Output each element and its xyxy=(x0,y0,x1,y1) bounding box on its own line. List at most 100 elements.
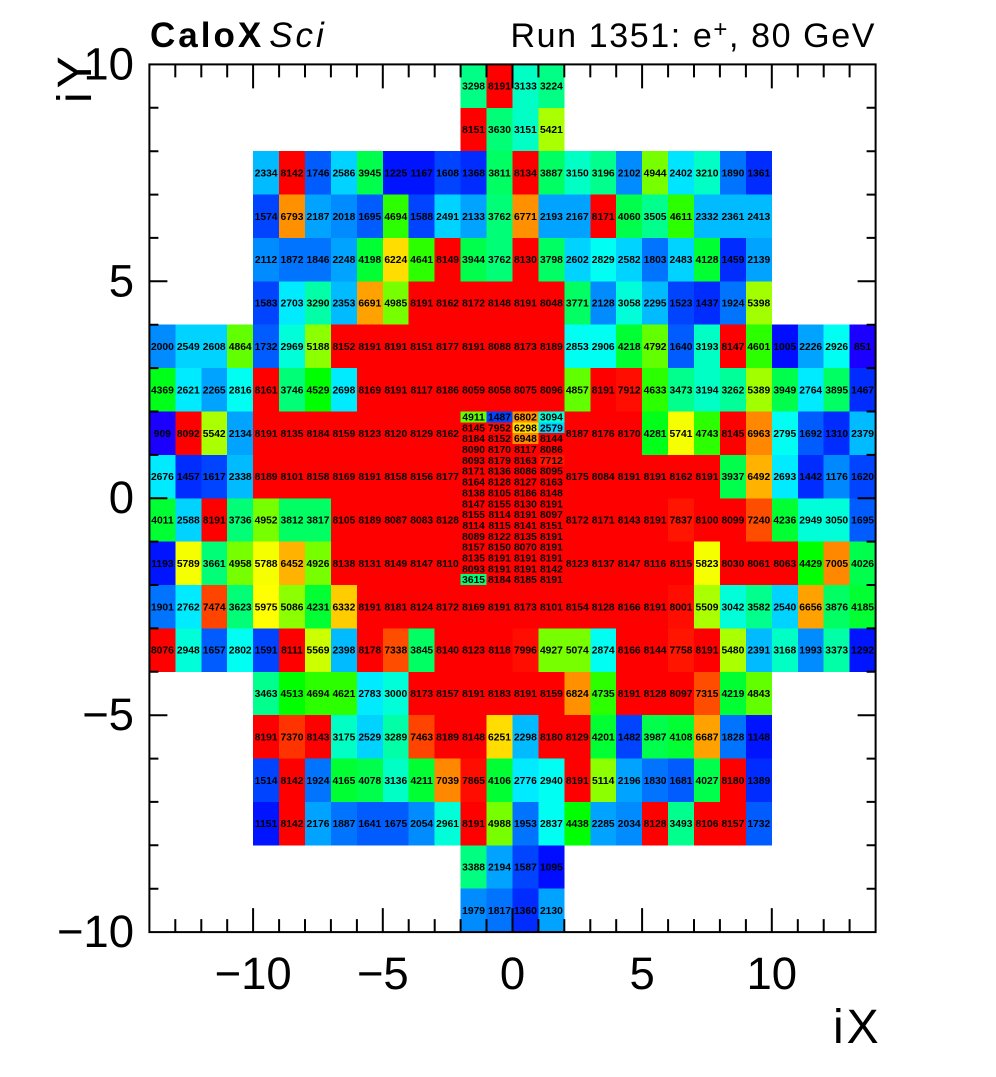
svg-text:8093: 8093 xyxy=(462,564,485,575)
svg-text:2391: 2391 xyxy=(747,646,770,657)
svg-text:1872: 1872 xyxy=(281,255,304,266)
svg-text:3388: 3388 xyxy=(462,863,485,874)
svg-text:2776: 2776 xyxy=(514,776,537,787)
svg-text:8191: 8191 xyxy=(358,342,381,353)
svg-text:1617: 1617 xyxy=(203,472,226,483)
svg-text:8155: 8155 xyxy=(462,510,485,521)
svg-text:8171: 8171 xyxy=(592,516,615,527)
svg-text:8134: 8134 xyxy=(514,169,537,180)
svg-text:8048: 8048 xyxy=(540,299,563,310)
svg-text:2298: 2298 xyxy=(514,733,537,744)
svg-text:4219: 4219 xyxy=(721,689,744,700)
svg-text:2226: 2226 xyxy=(799,342,822,353)
svg-text:1361: 1361 xyxy=(747,169,770,180)
svg-text:4060: 4060 xyxy=(618,212,641,223)
svg-text:4027: 4027 xyxy=(696,776,719,787)
svg-text:2802: 2802 xyxy=(229,646,252,657)
svg-text:8143: 8143 xyxy=(618,516,641,527)
svg-text:4735: 4735 xyxy=(592,689,615,700)
svg-text:4128: 4128 xyxy=(696,255,719,266)
svg-text:8166: 8166 xyxy=(618,602,641,613)
svg-text:4211: 4211 xyxy=(411,776,434,787)
svg-text:4633: 4633 xyxy=(644,385,667,396)
svg-text:8114: 8114 xyxy=(488,510,511,521)
svg-text:5421: 5421 xyxy=(540,125,563,136)
svg-text:−10: −10 xyxy=(215,948,292,999)
svg-text:5114: 5114 xyxy=(592,776,615,787)
svg-text:7996: 7996 xyxy=(514,646,537,657)
svg-text:8087: 8087 xyxy=(384,516,407,527)
svg-text:1817: 1817 xyxy=(488,906,511,917)
svg-text:8191: 8191 xyxy=(540,575,563,586)
svg-text:8063: 8063 xyxy=(773,559,796,570)
svg-text:8148: 8148 xyxy=(462,733,485,744)
svg-text:2703: 2703 xyxy=(281,299,304,310)
svg-text:8130: 8130 xyxy=(514,255,537,266)
svg-text:8058: 8058 xyxy=(488,385,511,396)
svg-text:8093: 8093 xyxy=(462,456,485,467)
svg-text:2608: 2608 xyxy=(203,342,226,353)
svg-text:1681: 1681 xyxy=(670,776,693,787)
svg-text:2491: 2491 xyxy=(436,212,459,223)
svg-text:8158: 8158 xyxy=(307,472,330,483)
svg-text:8136: 8136 xyxy=(488,467,511,478)
svg-text:3050: 3050 xyxy=(825,516,848,527)
svg-text:2196: 2196 xyxy=(618,776,641,787)
svg-text:3463: 3463 xyxy=(255,689,278,700)
svg-text:0: 0 xyxy=(109,472,134,523)
svg-text:2483: 2483 xyxy=(670,255,693,266)
svg-text:8191: 8191 xyxy=(488,554,511,565)
svg-text:8152: 8152 xyxy=(488,434,511,445)
svg-text:4281: 4281 xyxy=(644,429,667,440)
svg-text:3493: 3493 xyxy=(670,819,693,830)
svg-text:4694: 4694 xyxy=(307,689,330,700)
svg-text:3736: 3736 xyxy=(229,516,252,527)
svg-text:10: 10 xyxy=(83,38,134,89)
svg-text:2676: 2676 xyxy=(151,472,174,483)
svg-text:7712: 7712 xyxy=(540,456,563,467)
svg-text:1487: 1487 xyxy=(488,413,511,424)
svg-text:4369: 4369 xyxy=(151,385,174,396)
svg-text:6802: 6802 xyxy=(514,413,537,424)
svg-text:2874: 2874 xyxy=(592,646,615,657)
svg-text:3298: 3298 xyxy=(462,82,485,93)
svg-text:7039: 7039 xyxy=(436,776,459,787)
svg-text:8157: 8157 xyxy=(462,543,485,554)
svg-text:1148: 1148 xyxy=(748,733,771,744)
svg-text:3133: 3133 xyxy=(514,82,537,93)
svg-text:8187: 8187 xyxy=(566,429,589,440)
svg-text:4952: 4952 xyxy=(255,516,278,527)
svg-text:iY: iY xyxy=(49,52,102,103)
svg-text:3949: 3949 xyxy=(773,385,796,396)
svg-text:8171: 8171 xyxy=(592,212,615,223)
svg-text:4236: 4236 xyxy=(773,516,796,527)
svg-text:8161: 8161 xyxy=(255,385,278,396)
svg-text:3582: 3582 xyxy=(747,602,770,613)
svg-text:8135: 8135 xyxy=(462,554,485,565)
svg-text:8128: 8128 xyxy=(644,819,667,830)
svg-text:909: 909 xyxy=(154,429,171,440)
svg-text:1467: 1467 xyxy=(851,385,874,396)
svg-text:5: 5 xyxy=(109,255,134,306)
svg-text:8162: 8162 xyxy=(436,299,459,310)
svg-text:8131: 8131 xyxy=(358,559,381,570)
svg-text:1459: 1459 xyxy=(721,255,744,266)
svg-text:2816: 2816 xyxy=(229,385,252,396)
svg-text:8124: 8124 xyxy=(410,602,433,613)
svg-text:1993: 1993 xyxy=(799,646,822,657)
svg-text:3224: 3224 xyxy=(540,82,563,93)
svg-text:3175: 3175 xyxy=(332,733,355,744)
svg-text:3194: 3194 xyxy=(696,385,719,396)
svg-text:8191: 8191 xyxy=(203,516,226,527)
svg-text:8151: 8151 xyxy=(410,342,433,353)
svg-text:8191: 8191 xyxy=(384,342,407,353)
svg-text:8191: 8191 xyxy=(514,554,537,565)
svg-text:6687: 6687 xyxy=(696,733,719,744)
svg-text:8181: 8181 xyxy=(384,602,407,613)
svg-text:2693: 2693 xyxy=(773,472,796,483)
svg-text:8117: 8117 xyxy=(411,385,434,396)
svg-text:2054: 2054 xyxy=(410,819,433,830)
svg-text:8147: 8147 xyxy=(618,559,641,570)
svg-text:8130: 8130 xyxy=(514,499,537,510)
